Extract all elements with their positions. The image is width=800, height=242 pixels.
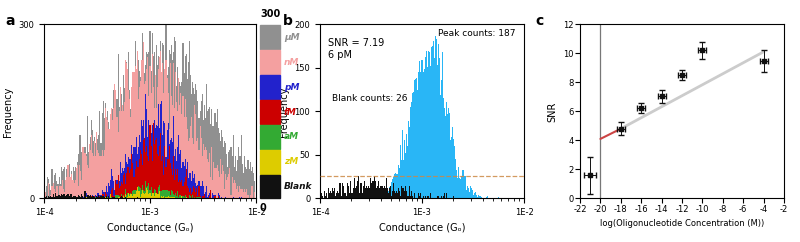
Text: 0: 0 <box>260 203 266 213</box>
Y-axis label: Frequency: Frequency <box>3 86 13 136</box>
X-axis label: log(Oligonucleotide Concentration (M)): log(Oligonucleotide Concentration (M)) <box>600 219 764 228</box>
Text: b: b <box>283 14 293 28</box>
Text: μM: μM <box>284 33 300 42</box>
Text: c: c <box>535 14 543 28</box>
Text: pM: pM <box>284 83 299 92</box>
Text: fM: fM <box>284 107 297 117</box>
Y-axis label: SNR: SNR <box>548 101 558 121</box>
Text: nM: nM <box>284 58 299 67</box>
Text: Peak counts: 187: Peak counts: 187 <box>438 30 516 38</box>
Text: Blank: Blank <box>284 182 313 191</box>
Text: zM: zM <box>284 157 298 166</box>
Text: Blank counts: 26: Blank counts: 26 <box>332 94 408 103</box>
Text: a: a <box>6 14 15 28</box>
Text: SNR = 7.19
6 pM: SNR = 7.19 6 pM <box>328 38 385 60</box>
Text: aM: aM <box>284 132 299 142</box>
Text: 300: 300 <box>260 9 280 19</box>
X-axis label: Conductance (Gₒ): Conductance (Gₒ) <box>378 223 466 233</box>
X-axis label: Conductance (Gₒ): Conductance (Gₒ) <box>106 223 194 233</box>
Y-axis label: Frequency: Frequency <box>279 86 289 136</box>
